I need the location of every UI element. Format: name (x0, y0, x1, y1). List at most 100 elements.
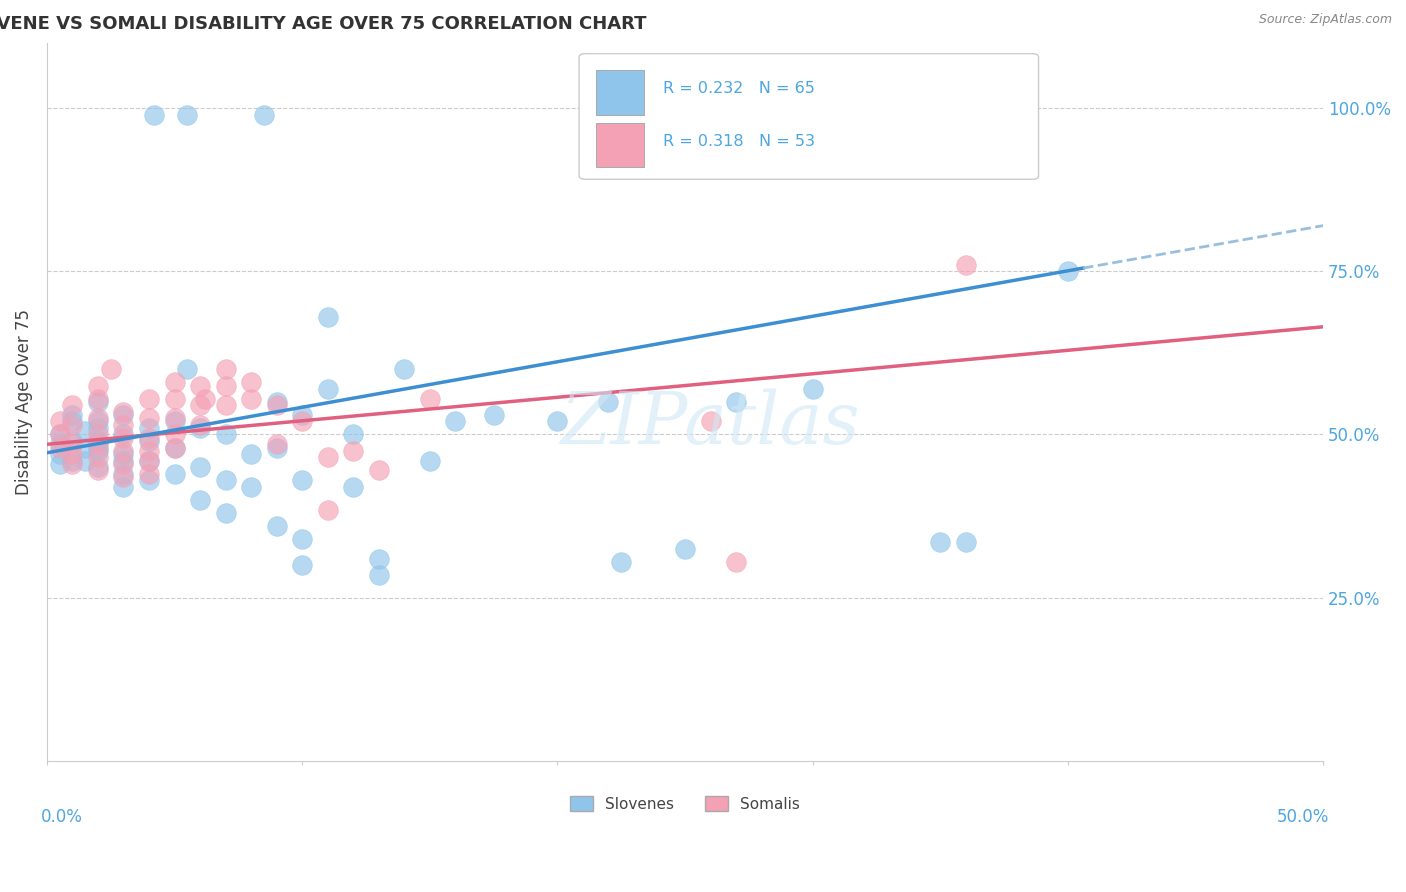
Point (163, 392, 186, 406)
Point (266, 398, 288, 412)
Point (725, 395, 748, 409)
Point (62, 417, 84, 432)
Point (214, 362, 236, 376)
Point (163, 411, 186, 425)
Point (112, 447, 135, 461)
Point (367, 551, 389, 566)
Point (143, 108, 166, 122)
Point (163, 376, 186, 390)
Point (240, 376, 263, 390)
Point (419, 453, 441, 467)
Point (367, 463, 389, 477)
Point (955, 258, 977, 272)
Point (87, 414, 110, 428)
Point (62, 398, 84, 412)
Text: ZIPatlas: ZIPatlas (561, 388, 860, 458)
Point (112, 467, 135, 481)
Point (904, 108, 927, 122)
Point (163, 414, 186, 428)
Point (48, 447, 70, 461)
Point (291, 532, 314, 546)
Point (112, 470, 135, 484)
Point (62, 453, 84, 467)
Point (188, 378, 211, 392)
Point (163, 441, 186, 455)
Point (801, 382, 824, 396)
Legend: Slovenes, Somalis: Slovenes, Somalis (564, 789, 806, 818)
Point (62, 447, 84, 461)
Point (367, 567, 389, 582)
Point (138, 453, 160, 467)
Point (87, 395, 110, 409)
Point (163, 467, 186, 481)
Point (112, 457, 135, 471)
Point (291, 408, 314, 422)
Point (75, 453, 97, 467)
FancyBboxPatch shape (596, 70, 644, 115)
Point (316, 502, 339, 516)
Point (48, 437, 70, 451)
Text: Source: ZipAtlas.com: Source: ZipAtlas.com (1258, 13, 1392, 27)
Point (87, 441, 110, 455)
Point (342, 443, 364, 458)
Point (75, 441, 97, 455)
Point (316, 450, 339, 465)
Point (176, 108, 198, 122)
Point (138, 453, 160, 467)
Point (194, 392, 217, 406)
Point (240, 480, 263, 494)
Point (253, 108, 276, 122)
Point (291, 558, 314, 572)
Point (444, 414, 467, 428)
Text: 0.0%: 0.0% (41, 807, 83, 825)
Point (100, 362, 122, 376)
Point (112, 480, 135, 494)
Point (62, 457, 84, 471)
Point (138, 411, 160, 425)
Point (610, 555, 633, 569)
Point (87, 378, 110, 392)
Point (482, 408, 505, 422)
Point (394, 362, 416, 376)
Text: 50.0%: 50.0% (1277, 807, 1330, 825)
Point (598, 395, 620, 409)
Point (342, 480, 364, 494)
Point (48, 427, 70, 442)
Point (138, 392, 160, 406)
Point (75, 424, 97, 438)
Point (240, 392, 263, 406)
Point (87, 460, 110, 475)
Point (48, 414, 70, 428)
Point (112, 431, 135, 445)
Point (725, 555, 748, 569)
Point (673, 541, 696, 556)
Point (62, 434, 84, 448)
Point (188, 492, 211, 507)
Point (112, 453, 135, 467)
Point (112, 443, 135, 458)
Point (266, 441, 288, 455)
Point (214, 398, 236, 412)
Point (699, 414, 721, 428)
Point (188, 417, 211, 432)
Point (266, 395, 288, 409)
Point (419, 392, 441, 406)
Point (214, 378, 236, 392)
Point (48, 457, 70, 471)
Point (266, 437, 288, 451)
Text: R = 0.318   N = 53: R = 0.318 N = 53 (664, 134, 815, 149)
Point (87, 411, 110, 425)
Point (214, 506, 236, 520)
Point (112, 427, 135, 442)
Point (138, 467, 160, 481)
Point (1057, 264, 1080, 278)
Point (62, 408, 84, 422)
Point (546, 414, 568, 428)
Point (138, 443, 160, 458)
Point (188, 398, 211, 412)
Point (316, 382, 339, 396)
Point (138, 473, 160, 487)
Point (112, 404, 135, 418)
Point (188, 421, 211, 435)
Point (87, 421, 110, 435)
